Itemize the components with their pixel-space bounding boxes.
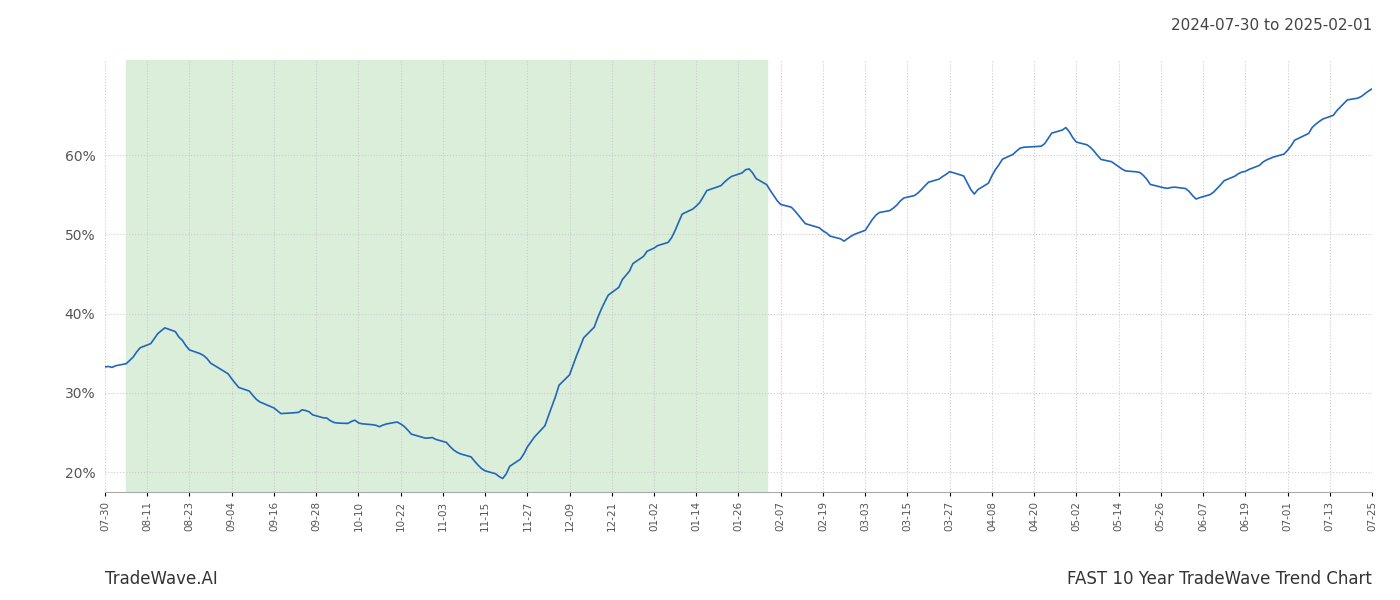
Bar: [126, 60, 767, 492]
Text: 2024-07-30 to 2025-02-01: 2024-07-30 to 2025-02-01: [1170, 18, 1372, 33]
Text: TradeWave.AI: TradeWave.AI: [105, 570, 218, 588]
Text: FAST 10 Year TradeWave Trend Chart: FAST 10 Year TradeWave Trend Chart: [1067, 570, 1372, 588]
